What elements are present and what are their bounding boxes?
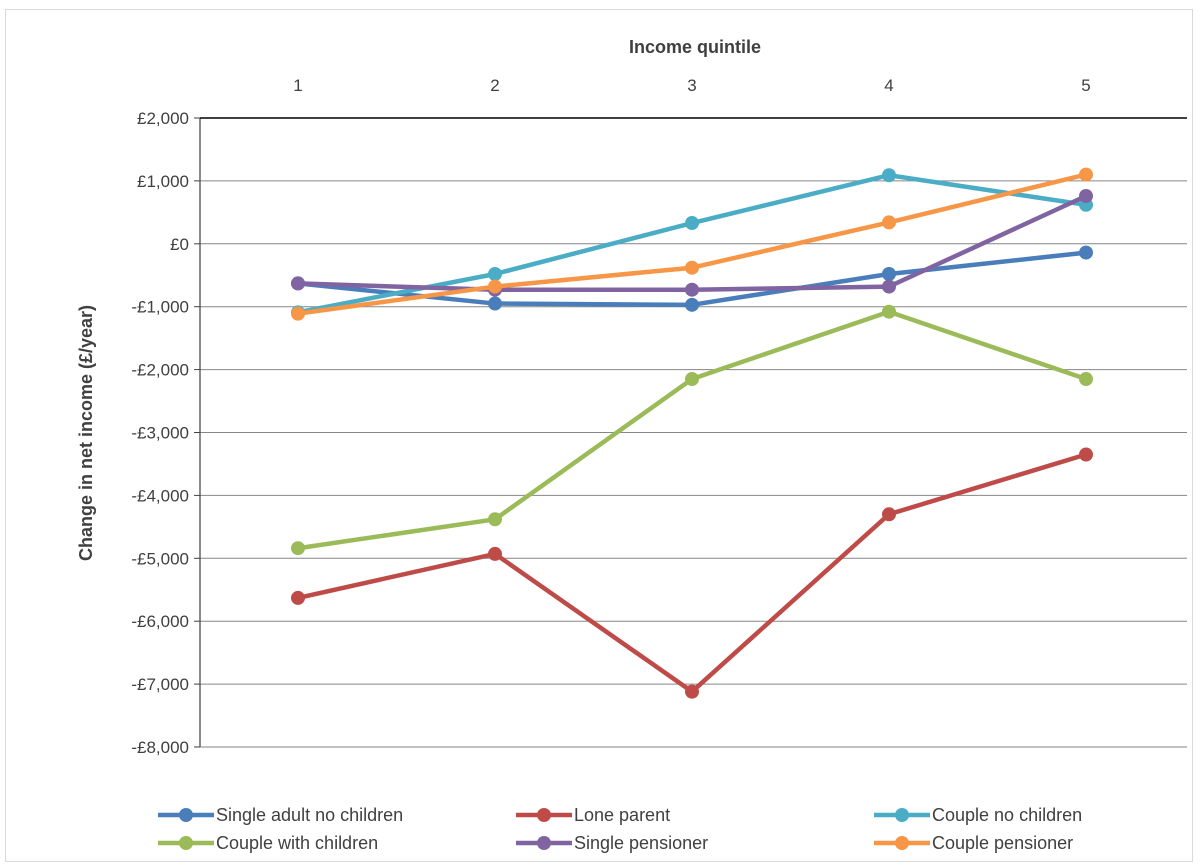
x-axis-ticks: 1 2 3 4 5 (293, 76, 1090, 95)
data-point (685, 684, 699, 699)
legend-label: Couple with children (216, 833, 378, 853)
legend-swatch-marker (537, 836, 551, 850)
data-point (882, 266, 896, 281)
data-point (488, 512, 502, 527)
y-tick-label: -£3,000 (131, 424, 189, 443)
y-tick-label: -£4,000 (131, 486, 189, 505)
data-point (1079, 167, 1093, 182)
x-tick-label: 3 (687, 76, 696, 95)
data-point (488, 266, 502, 281)
data-point (882, 215, 896, 230)
y-axis-ticks: £2,000 £1,000 £0 -£1,000 -£2,000 -£3,000 -£4,0… (131, 109, 200, 757)
y-tick-label: £1,000 (137, 172, 189, 191)
series-line (295, 452, 1089, 694)
data-point (882, 507, 896, 522)
data-point (291, 590, 305, 605)
legend-label: Couple pensioner (932, 833, 1073, 853)
data-point (488, 546, 502, 561)
legend-swatch-marker (537, 808, 551, 822)
legend-swatch-marker (895, 808, 909, 822)
y-tick-label: -£6,000 (131, 612, 189, 631)
y-tick-label: £2,000 (137, 109, 189, 128)
x-tick-label: 5 (1081, 76, 1090, 95)
legend: Single adult no children Lone parent Coupl… (158, 805, 1082, 853)
data-point (488, 296, 502, 311)
data-point (685, 297, 699, 312)
y-tick-label: -£1,000 (131, 298, 189, 317)
data-point (882, 279, 896, 294)
x-tick-label: 1 (293, 76, 302, 95)
data-point (685, 260, 699, 275)
legend-swatch-marker (179, 808, 193, 822)
data-point (1079, 188, 1093, 203)
gridlines (199, 117, 1187, 748)
legend-swatch-marker (895, 836, 909, 850)
y-tick-label: -£7,000 (131, 675, 189, 694)
legend-label: Lone parent (574, 805, 670, 825)
y-tick-label: £0 (170, 235, 189, 254)
data-point (685, 216, 699, 231)
series-line (295, 309, 1089, 551)
series-lines (291, 167, 1093, 699)
data-point (685, 372, 699, 387)
data-point (291, 276, 305, 291)
x-axis-title: Income quintile (629, 37, 761, 57)
legend-label: Single adult no children (216, 805, 403, 825)
y-tick-label: -£2,000 (131, 361, 189, 380)
data-point (882, 168, 896, 183)
y-tick-label: -£5,000 (131, 549, 189, 568)
y-axis-title: Change in net income (£/year) (76, 305, 96, 561)
legend-label: Couple no children (932, 805, 1082, 825)
series-line (295, 193, 1089, 292)
data-point (1079, 372, 1093, 387)
data-point (882, 304, 896, 319)
data-point (685, 282, 699, 297)
x-tick-label: 2 (490, 76, 499, 95)
data-point (291, 306, 305, 321)
legend-swatch-marker (179, 836, 193, 850)
legend-label: Single pensioner (574, 833, 708, 853)
data-point (1079, 245, 1093, 260)
data-point (488, 279, 502, 294)
data-point (291, 541, 305, 556)
chart-frame (5, 9, 1193, 862)
data-point (1079, 447, 1093, 462)
x-tick-label: 4 (884, 76, 893, 95)
y-tick-label: -£8,000 (131, 738, 189, 757)
